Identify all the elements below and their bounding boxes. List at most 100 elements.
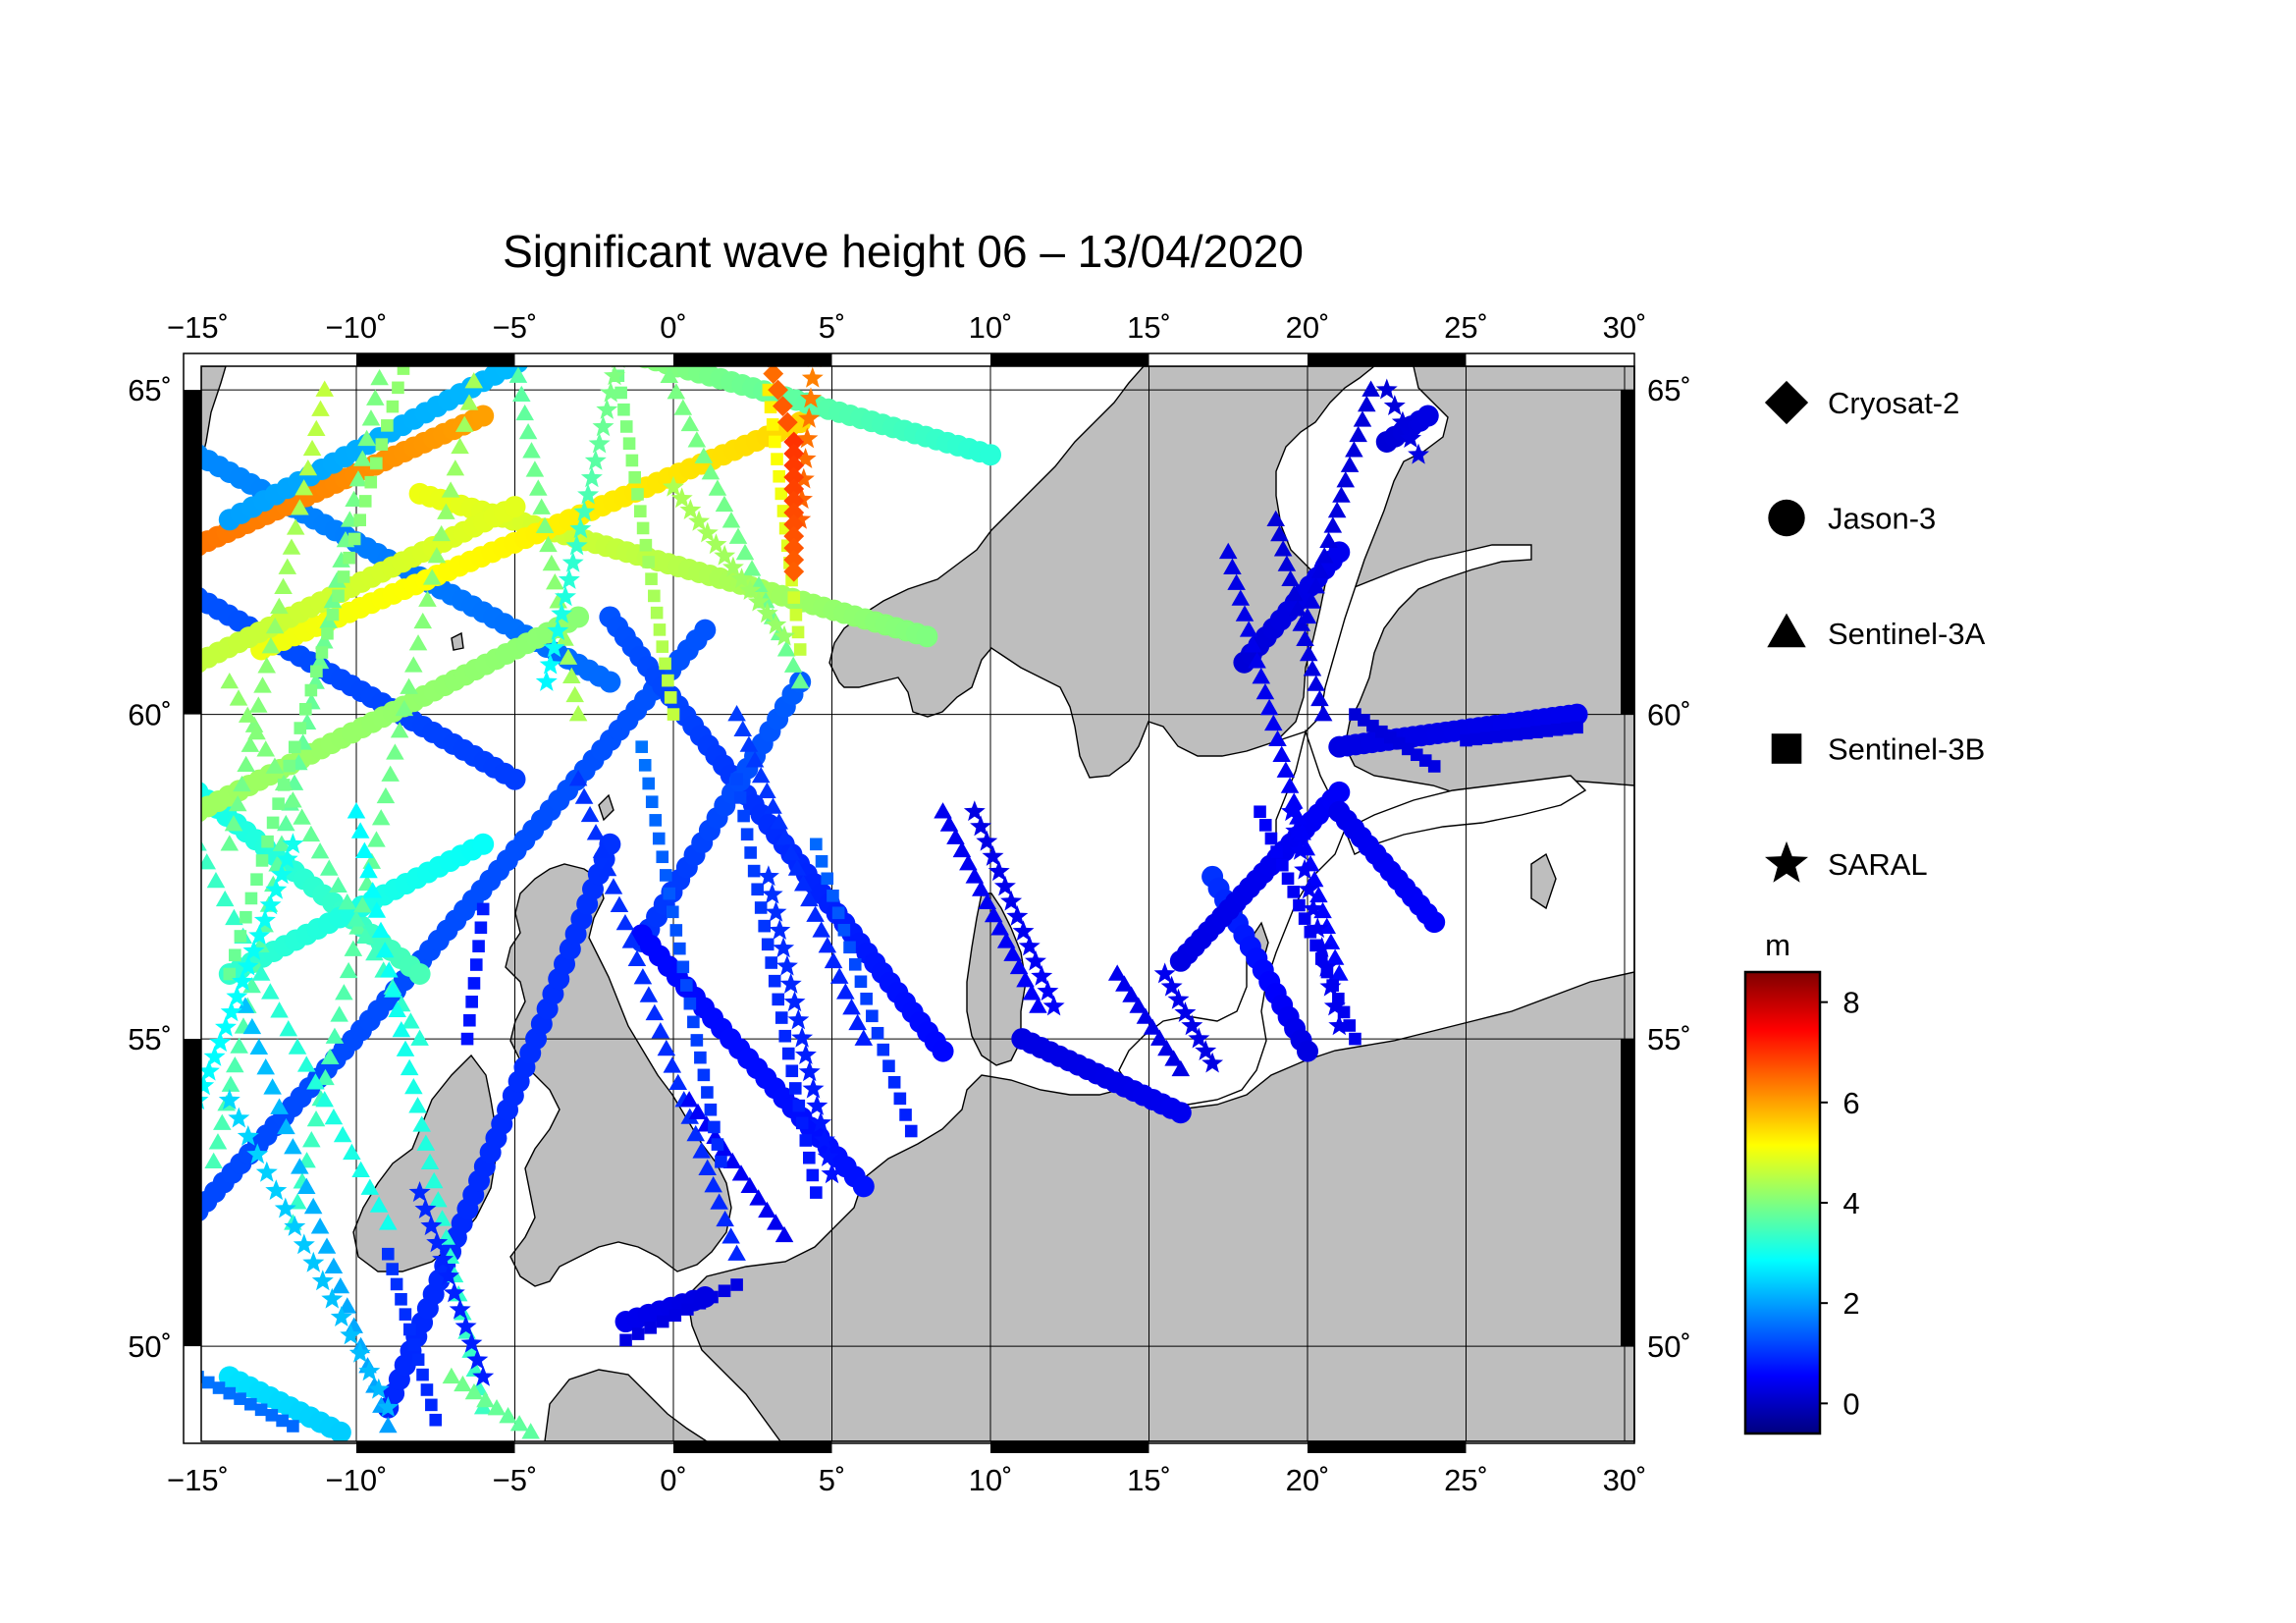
swh-point-triangle [331, 1276, 350, 1294]
swh-point-square [788, 1082, 802, 1095]
swh-point-square [1254, 805, 1266, 819]
frame-band-bottom [673, 1441, 832, 1453]
swh-point-square [1293, 898, 1306, 912]
swh-point-triangle [715, 495, 734, 513]
swh-point-square [771, 453, 783, 465]
swh-point-star [565, 534, 588, 556]
swh-point-square [799, 1134, 813, 1147]
swh-point-square [1349, 1032, 1362, 1046]
swh-point-square [656, 1315, 669, 1328]
swh-point-triangle [1003, 945, 1022, 961]
lat-tick-label: 65˚ [128, 373, 172, 407]
swh-point-square [668, 1309, 682, 1323]
swh-point-star [203, 1046, 226, 1066]
swh-point-triangle [1303, 660, 1322, 676]
swh-point-square [622, 437, 636, 451]
swh-point-square [310, 665, 323, 678]
swh-point-star [271, 863, 293, 885]
swh-point-triangle [776, 640, 796, 657]
swh-point-square [343, 551, 355, 565]
swh-point-triangle [302, 1131, 321, 1148]
swh-point-square [201, 1371, 204, 1383]
swh-point-square [747, 864, 761, 878]
swh-point-triangle [1244, 636, 1262, 653]
swh-point-triangle [1264, 714, 1283, 731]
swh-point-star [1153, 962, 1176, 984]
swh-point-triangle [306, 1109, 326, 1127]
swh-point-triangle [451, 437, 469, 455]
swh-point-square [766, 418, 779, 431]
colorbar-tick-label: 2 [1842, 1286, 1859, 1321]
swh-point-triangle [651, 1022, 670, 1039]
swh-point-triangle [604, 878, 623, 894]
swh-point-triangle [357, 429, 376, 447]
swh-point-triangle [806, 905, 825, 922]
swh-point-triangle [344, 940, 363, 956]
swh-point-star [1012, 920, 1035, 942]
frame-band-bottom [990, 1441, 1149, 1453]
swh-point-triangle [704, 1176, 722, 1193]
swh-point-triangle [728, 527, 748, 544]
swh-point-star [265, 878, 288, 899]
swh-point-star [302, 1251, 325, 1272]
swh-point-star [1391, 410, 1414, 432]
swh-point-triangle [464, 372, 484, 389]
swh-point-triangle [286, 518, 305, 535]
swh-point-square [778, 1029, 792, 1043]
swh-point-triangle [1325, 948, 1345, 965]
swh-point-triangle [221, 1075, 240, 1092]
frame-band-bottom [356, 1441, 515, 1453]
swh-point-square [772, 993, 785, 1006]
swh-point-square [287, 1420, 299, 1433]
swh-point-triangle [320, 1048, 340, 1065]
swh-point-star [535, 671, 558, 691]
swh-point-star [775, 954, 798, 976]
swh-point-triangle [359, 861, 378, 879]
lon-tick-label: 0˚ [660, 1463, 687, 1497]
swh-point-star [1280, 800, 1303, 822]
swh-point-star [253, 909, 276, 930]
swh-point-triangle [306, 1073, 325, 1090]
swh-point-square [639, 538, 653, 552]
swh-point-star [976, 830, 998, 851]
swh-point-triangle [247, 723, 266, 740]
swh-point-triangle [818, 937, 837, 953]
swh-point-star [274, 1197, 296, 1218]
swh-point-triangle [380, 961, 399, 978]
swh-point-star [765, 614, 787, 634]
swh-point-triangle [404, 1077, 423, 1095]
swh-point-square [650, 606, 664, 620]
swh-point-triangle [781, 843, 801, 860]
swh-point-triangle [1319, 531, 1338, 549]
swh-point-triangle [1303, 592, 1321, 609]
swh-point-square [882, 1059, 895, 1073]
swh-point-star [1006, 905, 1029, 926]
swh-point-square [701, 1086, 714, 1099]
legend-symbol-circle-icon [1768, 499, 1805, 537]
swh-point-circle [408, 963, 431, 985]
swh-point-square [386, 400, 400, 413]
frame-band-right [1621, 1039, 1634, 1347]
swh-point-diamond [783, 502, 805, 523]
map-frame-inner [200, 365, 1635, 1442]
swh-point-square [673, 942, 686, 955]
swh-point-triangle [263, 1078, 282, 1095]
swh-point-triangle [1248, 652, 1266, 669]
swh-point-triangle [939, 815, 959, 832]
swh-point-diamond [783, 561, 805, 582]
swh-point-triangle [1129, 997, 1148, 1013]
swh-point-star [794, 1044, 817, 1064]
swh-point-square [364, 475, 378, 489]
swh-point-square [472, 940, 485, 952]
swh-point-triangle [279, 1020, 298, 1037]
lon-tick-label: −5˚ [493, 1463, 538, 1497]
swh-point-triangle [257, 657, 276, 674]
swh-point-triangle [783, 656, 803, 673]
swh-point-star [779, 972, 802, 994]
swh-point-star [580, 466, 603, 488]
swh-point-square [694, 1051, 707, 1064]
swh-point-star [577, 483, 600, 505]
swh-point-triangle [303, 1197, 323, 1215]
swh-point-triangle [272, 835, 292, 851]
